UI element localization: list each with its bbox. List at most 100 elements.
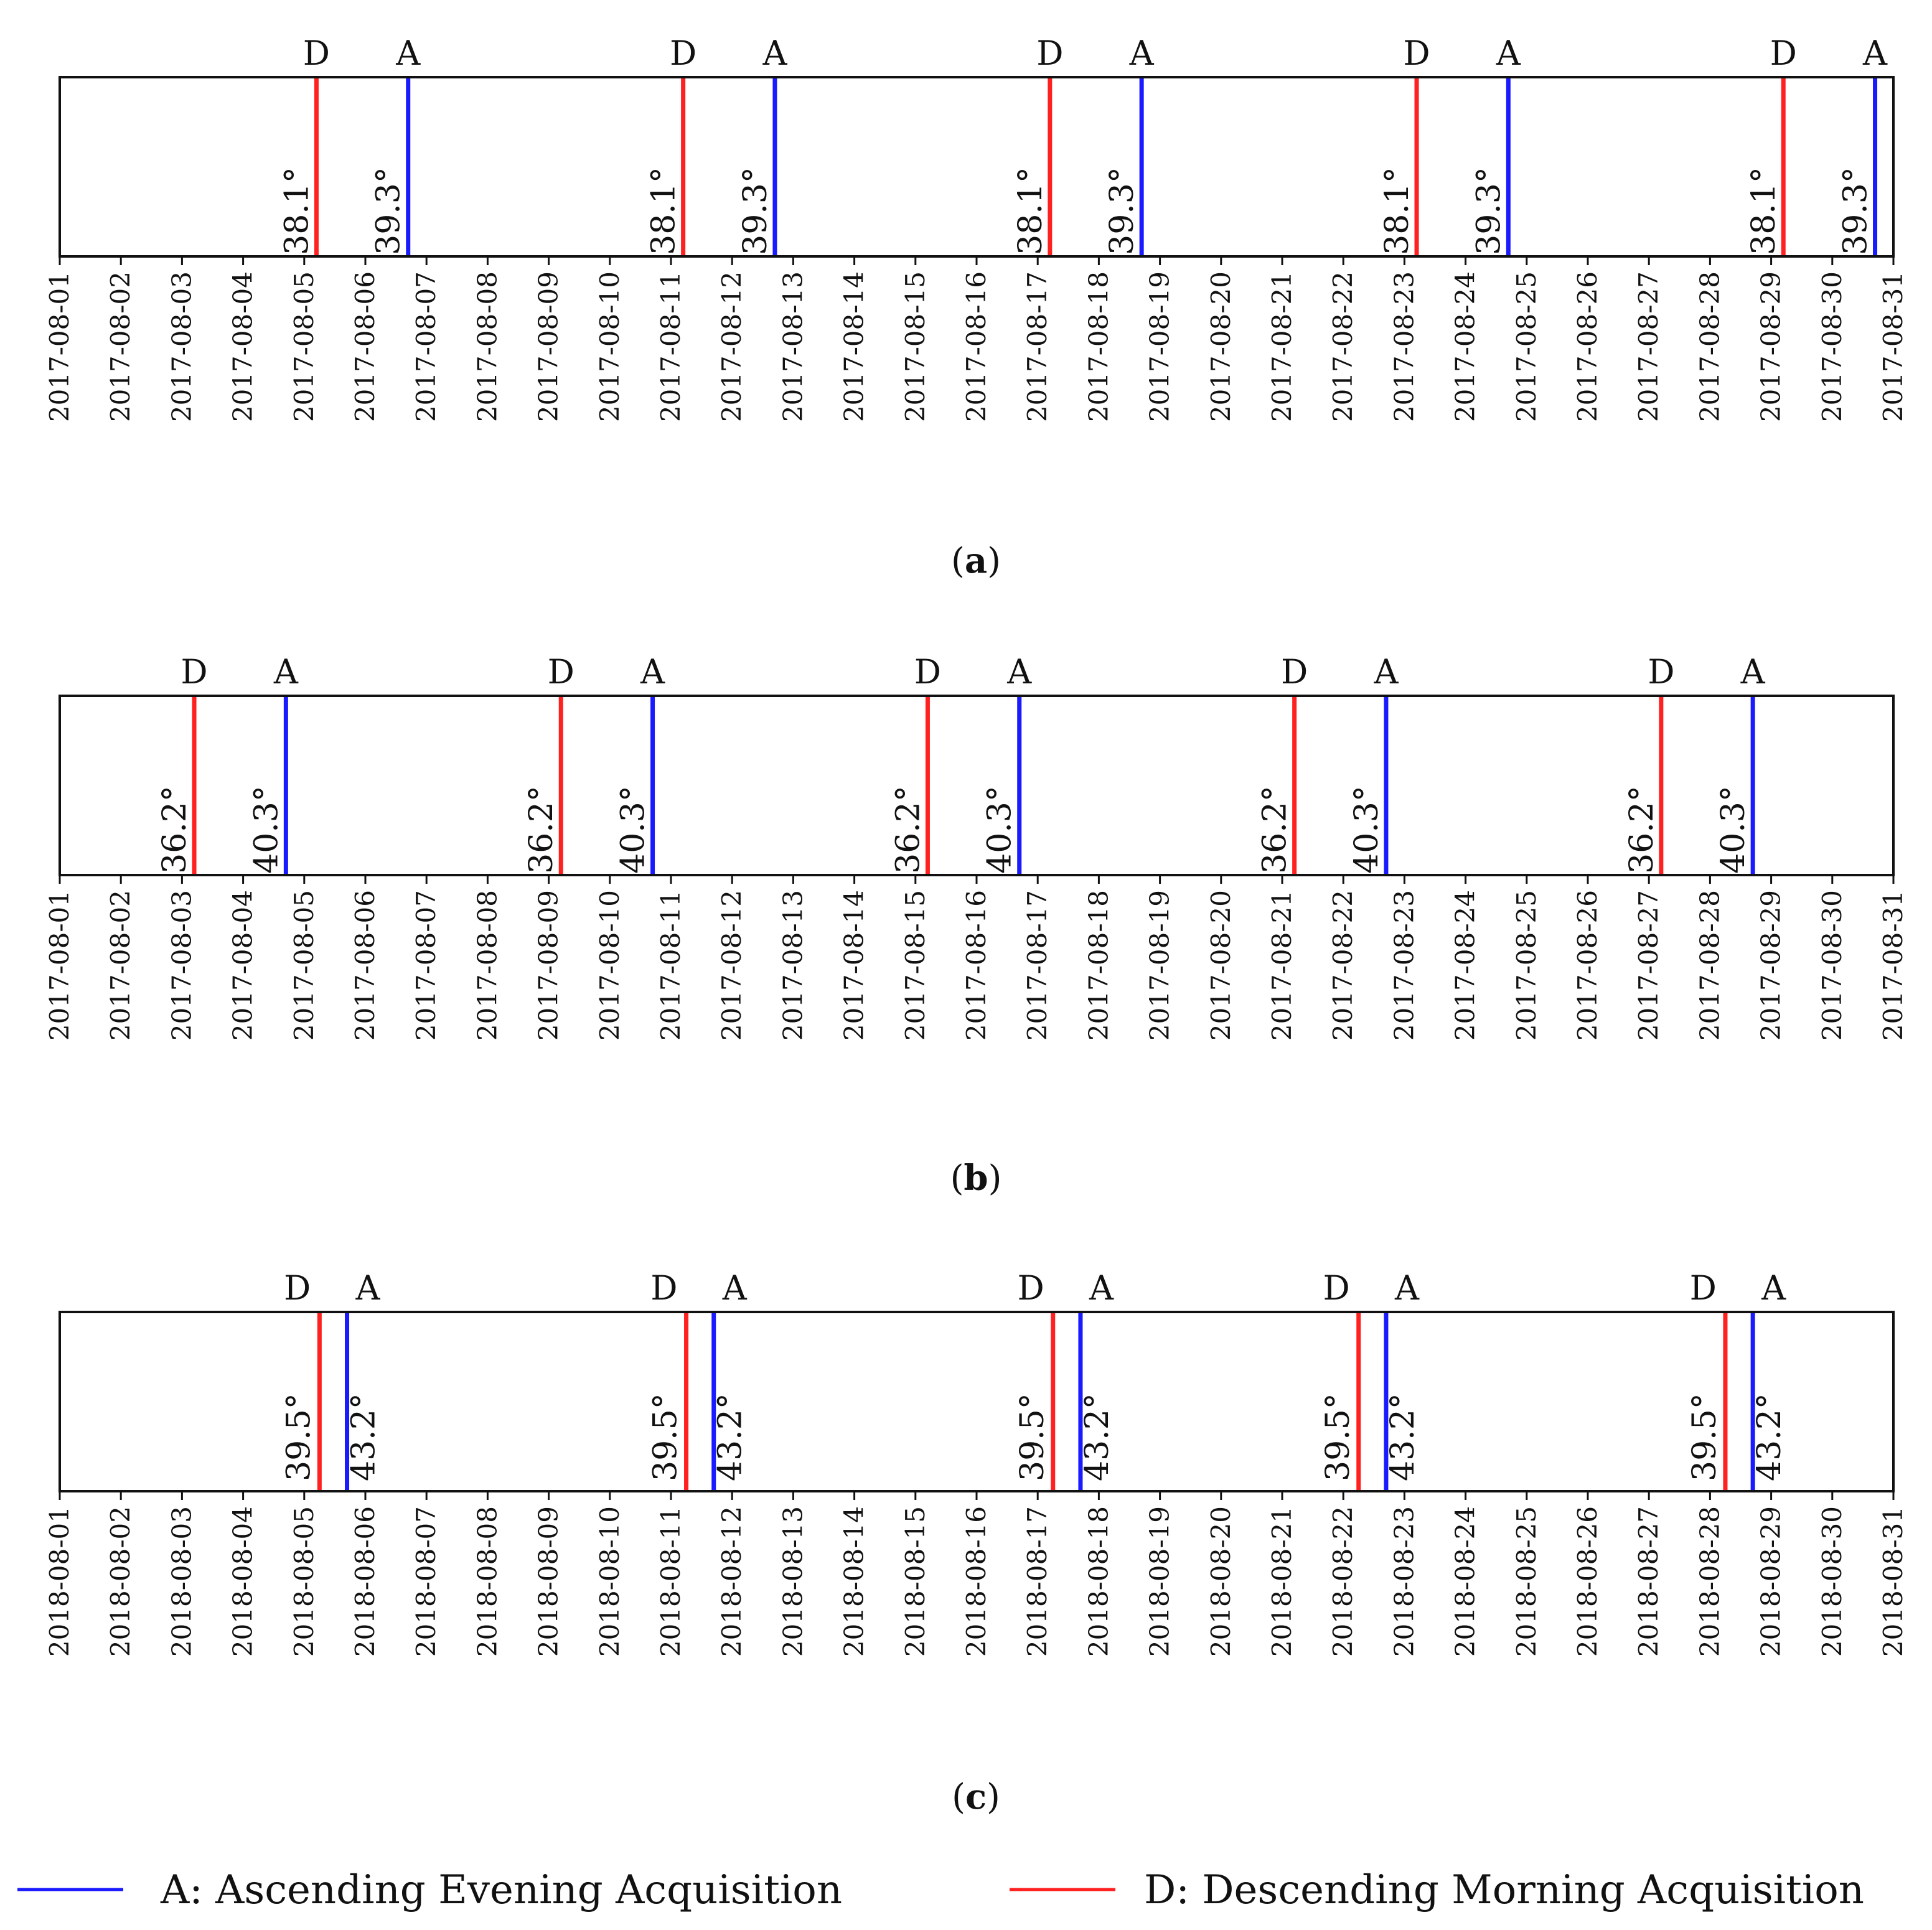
x-tick-label: 2018-08-14 bbox=[839, 1506, 870, 1657]
x-tick-label: 2017-08-19 bbox=[1145, 271, 1175, 422]
incidence-angle-label: 39.5° bbox=[1686, 1393, 1723, 1481]
x-tick-label: 2018-08-12 bbox=[716, 1506, 747, 1657]
x-tick-label: 2017-08-27 bbox=[1633, 271, 1664, 422]
x-tick-label: 2018-08-15 bbox=[900, 1506, 931, 1657]
x-tick-label: 2017-08-05 bbox=[289, 890, 319, 1041]
x-tick-label: 2017-08-22 bbox=[1328, 890, 1358, 1041]
x-tick-label: 2017-08-30 bbox=[1817, 890, 1847, 1041]
x-tick-label: 2017-08-11 bbox=[655, 890, 686, 1041]
x-tick-label: 2017-08-23 bbox=[1389, 271, 1419, 422]
incidence-angle-label: 38.1° bbox=[1012, 167, 1049, 255]
x-tick-label: 2017-08-08 bbox=[472, 271, 502, 422]
x-tick-label: 2018-08-18 bbox=[1083, 1506, 1114, 1657]
x-tick-label: 2017-08-09 bbox=[533, 890, 564, 1041]
x-tick-label: 2018-08-30 bbox=[1817, 1506, 1847, 1657]
ascending-marker-letter: A bbox=[1373, 652, 1399, 691]
incidence-angle-label: 36.2° bbox=[1623, 785, 1661, 874]
x-tick-label: 2018-08-16 bbox=[961, 1506, 992, 1657]
x-tick-label: 2017-08-16 bbox=[961, 271, 992, 422]
descending-marker-letter: D bbox=[914, 652, 941, 691]
legend: A: Ascending Evening Acquisition D: Desce… bbox=[17, 1867, 1864, 1913]
x-tick-label: 2017-08-08 bbox=[472, 890, 502, 1041]
x-tick-label: 2017-08-12 bbox=[716, 890, 747, 1041]
descending-marker-letter: D bbox=[1403, 34, 1430, 73]
x-tick-label: 2017-08-13 bbox=[777, 271, 808, 422]
x-tick-label: 2017-08-20 bbox=[1206, 890, 1236, 1041]
x-tick-label: 2017-08-26 bbox=[1572, 271, 1603, 422]
descending-marker-letter: D bbox=[181, 652, 207, 691]
incidence-angle-label: 36.2° bbox=[1257, 785, 1294, 874]
incidence-angle-label: 43.2° bbox=[1384, 1393, 1422, 1481]
x-tick-label: 2018-08-31 bbox=[1878, 1506, 1908, 1657]
descending-marker-letter: D bbox=[670, 34, 696, 73]
ascending-marker-letter: A bbox=[355, 1268, 381, 1308]
x-tick-label: 2018-08-27 bbox=[1633, 1506, 1664, 1657]
panel-caption: (a) bbox=[951, 540, 1001, 581]
x-tick-label: 2018-08-24 bbox=[1450, 1506, 1481, 1657]
ascending-marker-letter: A bbox=[1740, 652, 1766, 691]
x-tick-label: 2017-08-07 bbox=[411, 890, 441, 1041]
ascending-marker-letter: A bbox=[1129, 34, 1155, 73]
x-tick-label: 2017-08-06 bbox=[350, 890, 380, 1041]
x-tick-label: 2017-08-17 bbox=[1022, 271, 1053, 422]
descending-marker-letter: D bbox=[1017, 1268, 1044, 1308]
x-tick-label: 2017-08-03 bbox=[166, 890, 197, 1041]
x-tick-label: 2017-08-11 bbox=[655, 271, 686, 422]
x-tick-label: 2017-08-15 bbox=[900, 890, 931, 1041]
x-tick-label: 2017-08-01 bbox=[44, 890, 75, 1041]
x-tick-label: 2017-08-01 bbox=[44, 271, 75, 422]
x-tick-label: 2018-08-23 bbox=[1389, 1506, 1419, 1657]
x-tick-label: 2018-08-10 bbox=[594, 1506, 625, 1657]
x-tick-label: 2017-08-29 bbox=[1756, 271, 1786, 422]
descending-marker-letter: D bbox=[548, 652, 574, 691]
x-tick-label: 2018-08-08 bbox=[472, 1506, 502, 1657]
x-tick-label: 2018-08-11 bbox=[655, 1506, 686, 1657]
ascending-legend-label: A: Ascending Evening Acquisition bbox=[160, 1867, 842, 1913]
x-tick-label: 2017-08-10 bbox=[594, 890, 625, 1041]
plot-frame bbox=[59, 695, 1895, 876]
x-tick-label: 2017-08-03 bbox=[166, 271, 197, 422]
x-tick-label: 2018-08-09 bbox=[533, 1506, 564, 1657]
incidence-angle-label: 36.2° bbox=[523, 785, 560, 874]
x-tick-label: 2017-08-02 bbox=[105, 890, 136, 1041]
incidence-angle-label: 40.3° bbox=[1348, 785, 1386, 874]
x-tick-label: 2017-08-20 bbox=[1206, 271, 1236, 422]
panel-caption: (b) bbox=[950, 1158, 1002, 1199]
caption-open-paren: ( bbox=[951, 541, 965, 581]
x-tick-label: 2017-08-24 bbox=[1450, 890, 1481, 1041]
caption-open-paren: ( bbox=[950, 1158, 964, 1199]
incidence-angle-label: 39.3° bbox=[1470, 167, 1508, 255]
panel-a: 2017-08-01 2017-08-02 2017-08-03 2017-08-04… bbox=[44, 34, 1908, 581]
incidence-angle-label: 43.2° bbox=[712, 1393, 749, 1481]
descending-marker-letter: D bbox=[303, 34, 330, 73]
x-tick-label: 2018-08-05 bbox=[289, 1506, 319, 1657]
x-tick-label: 2017-08-29 bbox=[1756, 890, 1786, 1041]
incidence-angle-label: 39.5° bbox=[280, 1393, 317, 1481]
ascending-marker-letter: A bbox=[395, 34, 421, 73]
caption-letter: a bbox=[965, 540, 987, 581]
x-tick-label: 2018-08-17 bbox=[1022, 1506, 1053, 1657]
x-tick-label: 2017-08-14 bbox=[839, 890, 870, 1041]
x-tick-label: 2017-08-16 bbox=[961, 890, 992, 1041]
x-tick-label: 2017-08-26 bbox=[1572, 890, 1603, 1041]
ascending-marker-letter: A bbox=[273, 652, 299, 691]
incidence-angle-label: 38.1° bbox=[645, 167, 683, 255]
incidence-angle-label: 39.5° bbox=[1014, 1393, 1051, 1481]
panel-caption: (c) bbox=[952, 1776, 1000, 1817]
x-tick-label: 2018-08-20 bbox=[1206, 1506, 1236, 1657]
x-tick-label: 2017-08-21 bbox=[1267, 271, 1297, 422]
x-tick-label: 2017-08-17 bbox=[1022, 890, 1053, 1041]
ascending-marker-letter: A bbox=[722, 1268, 748, 1308]
x-tick-label: 2018-08-29 bbox=[1756, 1506, 1786, 1657]
ascending-marker-letter: A bbox=[1089, 1268, 1114, 1308]
x-tick-label: 2018-08-04 bbox=[228, 1506, 258, 1657]
incidence-angle-label: 43.2° bbox=[1751, 1393, 1788, 1481]
x-tick-label: 2017-08-07 bbox=[411, 271, 441, 422]
x-tick-label: 2017-08-19 bbox=[1145, 890, 1175, 1041]
incidence-angle-label: 40.3° bbox=[615, 785, 652, 874]
incidence-angle-label: 43.2° bbox=[345, 1393, 383, 1481]
caption-close-paren: ) bbox=[987, 541, 1001, 581]
plot-frame bbox=[59, 76, 1895, 258]
x-tick-label: 2017-08-21 bbox=[1267, 890, 1297, 1041]
